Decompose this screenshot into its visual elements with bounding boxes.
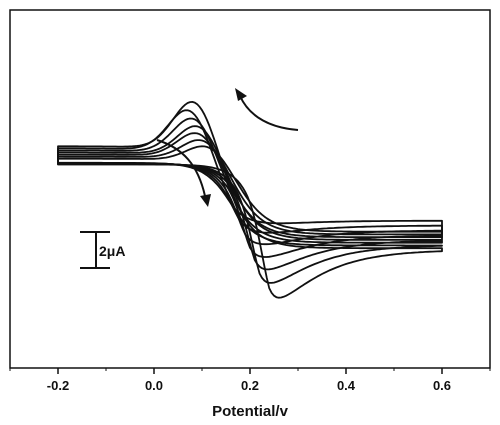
cv-series-3 <box>57 132 443 246</box>
plot-frame <box>9 9 491 369</box>
x-tick-label: 0.6 <box>433 378 451 393</box>
cv-curves <box>57 101 443 299</box>
scan-arrow-reverse-head <box>200 194 211 207</box>
scan-direction-arrows <box>156 88 299 207</box>
cv-series-1 <box>57 145 443 233</box>
x-tick-label: 0.0 <box>145 378 163 393</box>
current-scale-bar: 2μA <box>80 231 125 269</box>
scan-arrow-reverse <box>156 139 206 197</box>
x-axis-tick-labels: -0.2 0.0 0.2 0.4 0.6 <box>47 378 451 393</box>
scan-arrow-forward-head <box>235 88 247 101</box>
cv-series-7 <box>57 101 443 299</box>
x-tick-label: 0.4 <box>337 378 356 393</box>
x-axis-title: Potential/v <box>212 403 289 420</box>
scale-bar-label: 2μA <box>99 243 125 259</box>
x-tick-label: -0.2 <box>47 378 69 393</box>
x-tick-label: 0.2 <box>241 378 259 393</box>
scan-arrow-forward <box>239 95 299 131</box>
x-axis-ticks <box>9 368 491 374</box>
